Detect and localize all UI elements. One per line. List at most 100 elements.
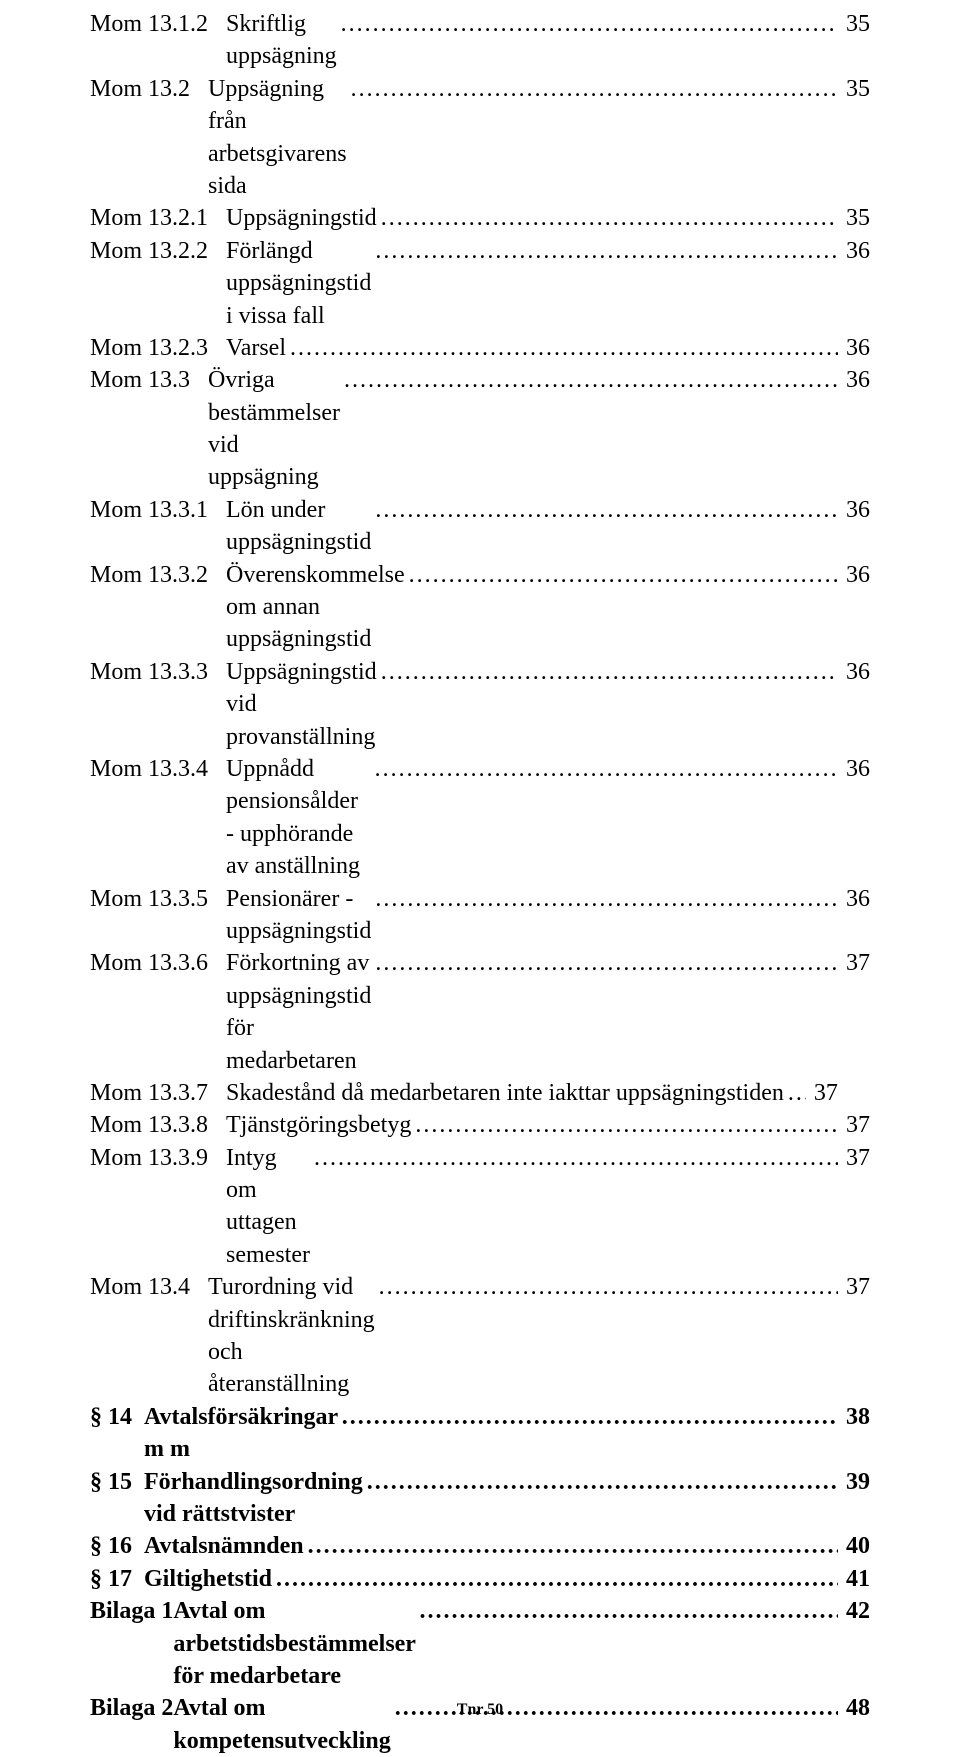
toc-entry-title: Övriga bestämmelser vid uppsägning	[208, 364, 340, 494]
toc-entry-separator	[208, 1142, 226, 1174]
toc-entry-label: Mom 13.2	[90, 73, 190, 105]
toc-entry: § 17 Giltighetstid 41	[90, 1563, 870, 1595]
toc-entry-page: 36	[842, 559, 870, 591]
toc-entry-separator	[208, 332, 226, 364]
toc-leader-dots	[367, 1466, 838, 1498]
toc-entry-page: 37	[842, 1142, 870, 1174]
toc-entry-separator	[132, 1401, 144, 1433]
toc-entry-title: Pensionärer - uppsägningstid	[226, 883, 371, 948]
toc-entry-separator	[208, 235, 226, 267]
toc-entry-page: 37	[842, 1109, 870, 1141]
toc-leader-dots	[381, 656, 838, 688]
toc-entry-title: Intyg om uttagen semester	[226, 1142, 310, 1272]
toc-entry-label: Mom 13.3.4	[90, 753, 208, 785]
toc-leader-dots	[375, 883, 838, 915]
toc-entry-title: Uppsägning från arbetsgivarens sida	[208, 73, 347, 203]
toc-entry-label: § 14	[90, 1401, 132, 1433]
toc-entry-separator	[190, 364, 208, 396]
toc-leader-dots	[379, 1271, 838, 1303]
toc-entry-label: Mom 13.4	[90, 1271, 190, 1303]
toc-leader-dots	[276, 1563, 838, 1595]
toc-entry-page: 39	[842, 1466, 870, 1498]
toc-entry-separator	[208, 753, 226, 785]
toc-leader-dots	[415, 1109, 838, 1141]
toc-entry-page: 36	[842, 332, 870, 364]
toc-entry-title: Giltighetstid	[144, 1563, 272, 1595]
toc-entry-page: 36	[842, 656, 870, 688]
toc-entry-page: 40	[842, 1530, 870, 1562]
toc-entry-separator	[208, 1077, 226, 1109]
toc-entry-separator	[208, 8, 226, 40]
toc-leader-dots	[308, 1530, 838, 1562]
toc-leader-dots	[375, 947, 838, 979]
toc-entry-label: § 17	[90, 1563, 132, 1595]
toc-entry-page: 36	[842, 494, 870, 526]
toc-entry-label: Mom 13.2.1	[90, 202, 208, 234]
toc-entry: Mom 13.3.4 Uppnådd pensionsålder - upphö…	[90, 753, 870, 883]
toc-entry: Mom 13.2 Uppsägning från arbetsgivarens …	[90, 73, 870, 203]
page-footer: Tnr 50	[0, 1701, 960, 1719]
toc-leader-dots	[381, 202, 838, 234]
toc-entry-label: Mom 13.3.2	[90, 559, 208, 591]
toc-leader-dots	[290, 332, 838, 364]
toc-entry: Mom 13.3 Övriga bestämmelser vid uppsägn…	[90, 364, 870, 494]
toc-entry-page: 36	[842, 364, 870, 396]
toc-entry-page: 37	[842, 1271, 870, 1303]
toc-entry-title: Överenskommelse om annan uppsägningstid	[226, 559, 405, 656]
toc-entry-page: 36	[842, 235, 870, 267]
toc-entry-title: Avtalsförsäkringar m m	[144, 1401, 338, 1466]
toc-entry-separator	[190, 73, 208, 105]
toc-leader-dots	[375, 753, 838, 785]
toc-entry-page: 35	[842, 73, 870, 105]
toc-entry-label: § 16	[90, 1530, 132, 1562]
toc-entry-label: Mom 13.3.5	[90, 883, 208, 915]
toc-entry-page: 38	[842, 1401, 870, 1433]
toc-entry-page: 36	[842, 883, 870, 915]
toc-entry-label: Mom 13.3	[90, 364, 190, 396]
toc-entry-label: Mom 13.1.2	[90, 8, 208, 40]
toc-entry-separator	[208, 202, 226, 234]
toc-entry: Mom 13.2.1 Uppsägningstid 35	[90, 202, 870, 234]
toc-entry: § 15 Förhandlingsordning vid rättstviste…	[90, 1466, 870, 1531]
toc-entry: Mom 13.3.3 Uppsägningstid vid provanstäl…	[90, 656, 870, 753]
toc-entry-separator	[132, 1466, 144, 1498]
toc-entry: Mom 13.1.2 Skriftlig uppsägning 35	[90, 8, 870, 73]
toc-entry-separator	[190, 1271, 208, 1303]
toc-entry-label: Mom 13.3.3	[90, 656, 208, 688]
toc-entry-page: 41	[842, 1563, 870, 1595]
toc-entry-separator	[132, 1563, 144, 1595]
toc-entry-label: Bilaga 1	[90, 1595, 173, 1627]
toc-entry-page: 35	[842, 202, 870, 234]
toc-entry-page: 37	[810, 1077, 838, 1109]
toc-entry-label: § 15	[90, 1466, 132, 1498]
toc-entry-separator	[208, 883, 226, 915]
toc-leader-dots	[351, 73, 838, 105]
toc-entry-separator	[208, 494, 226, 526]
toc-entry: Bilaga 1 Avtal om arbetstidsbestämmelser…	[90, 1595, 870, 1692]
toc-entry-title: Skriftlig uppsägning	[226, 8, 337, 73]
toc-leader-dots	[314, 1142, 838, 1174]
toc-entry-label: Mom 13.2.2	[90, 235, 208, 267]
toc-entry-separator	[132, 1530, 144, 1562]
toc-entry: Mom 13.3.6 Förkortning av uppsägningstid…	[90, 947, 870, 1077]
toc-entry-page: 36	[842, 753, 870, 785]
toc-leader-dots	[409, 559, 838, 591]
toc-entry: Mom 13.3.5 Pensionärer - uppsägningstid 3…	[90, 883, 870, 948]
toc-entry-separator	[208, 559, 226, 591]
toc-entry-title: Avtalsnämnden	[144, 1530, 304, 1562]
toc-entry-title: Uppnådd pensionsålder - upphörande av an…	[226, 753, 371, 883]
toc-leader-dots	[375, 494, 838, 526]
toc-entry-title: Uppsägningstid	[226, 202, 377, 234]
toc-entry-title: Avtal om arbetstidsbestämmelser för meda…	[173, 1595, 415, 1692]
toc-list: Mom 13.1.2 Skriftlig uppsägning35Mom 13.…	[90, 8, 870, 1757]
toc-leader-dots	[420, 1595, 838, 1627]
toc-leader-dots	[342, 1401, 838, 1433]
toc-entry-label: Mom 13.3.1	[90, 494, 208, 526]
toc-entry-title: Uppsägningstid vid provanställning	[226, 656, 377, 753]
toc-entry-title: Förlängd uppsägningstid i vissa fall	[226, 235, 371, 332]
toc-entry-title: Förhandlingsordning vid rättstvister	[144, 1466, 363, 1531]
toc-entry-title: Turordning vid driftinskränkning och åte…	[208, 1271, 375, 1401]
toc-entry: Mom 13.2.3 Varsel36	[90, 332, 870, 364]
toc-entry-page: 35	[842, 8, 870, 40]
toc-entry: Mom 13.3.2 Överenskommelse om annan upps…	[90, 559, 870, 656]
